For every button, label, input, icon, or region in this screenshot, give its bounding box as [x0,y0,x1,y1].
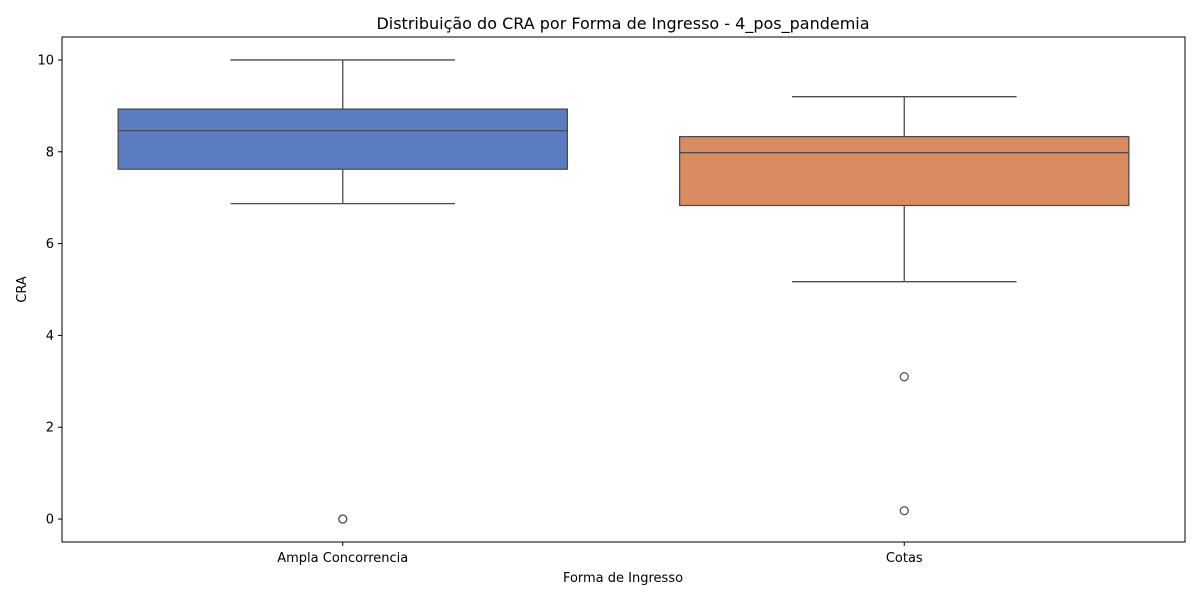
plot-area [117,59,1130,524]
box-group [679,96,1130,516]
x-tick-label: Ampla Concorrencia [277,551,408,566]
y-tick-label: 8 [46,145,54,160]
outlier-point [338,514,348,524]
y-tick-label: 6 [46,237,54,252]
outlier-point [899,372,909,382]
y-tick-label: 10 [37,53,54,68]
x-tick-label: Cotas [886,551,923,566]
plot-frame [61,36,1186,543]
y-axis-label: CRA [15,276,30,303]
outlier-point [899,506,909,516]
x-axis-label: Forma de Ingresso [563,571,683,586]
y-tick-label: 0 [46,513,54,528]
iqr-box [117,108,569,170]
y-tick-label: 2 [46,421,54,436]
y-axis: 0 2 4 6 8 10 [37,53,62,528]
box-group [117,59,569,524]
x-axis: Ampla Concorrencia Cotas [277,542,923,566]
iqr-box [679,135,1130,207]
y-tick-label: 4 [46,329,54,344]
chart-title: Distribuição do CRA por Forma de Ingress… [376,14,869,34]
